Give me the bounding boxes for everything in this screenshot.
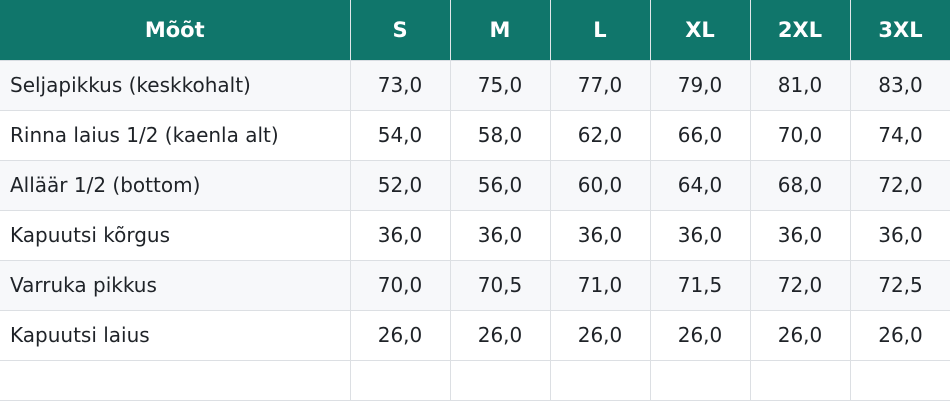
table-cell: 26,0 xyxy=(650,310,751,361)
table-cell: 81,0 xyxy=(750,60,851,111)
table-cell: 77,0 xyxy=(550,60,651,111)
empty-cell xyxy=(450,360,551,401)
table-cell: 79,0 xyxy=(650,60,751,111)
table-row: Alläär 1/2 (bottom) 52,0 56,0 60,0 64,0 … xyxy=(0,160,950,211)
empty-cell xyxy=(850,360,950,401)
table-cell: 56,0 xyxy=(450,160,551,211)
row-label: Rinna laius 1/2 (kaenla alt) xyxy=(0,110,351,161)
empty-cell xyxy=(0,360,351,401)
table-cell: 72,0 xyxy=(850,160,950,211)
header-row: Mõõt S M L XL 2XL 3XL xyxy=(0,0,950,61)
table-cell: 26,0 xyxy=(850,310,950,361)
table-row: Kapuutsi laius 26,0 26,0 26,0 26,0 26,0 … xyxy=(0,310,950,361)
table-cell: 68,0 xyxy=(750,160,851,211)
table-cell: 58,0 xyxy=(450,110,551,161)
table-cell: 36,0 xyxy=(850,210,950,261)
table-cell: 72,0 xyxy=(750,260,851,311)
table-cell: 71,0 xyxy=(550,260,651,311)
table-cell: 36,0 xyxy=(450,210,551,261)
table-cell: 54,0 xyxy=(350,110,451,161)
row-label: Seljapikkus (keskkohalt) xyxy=(0,60,351,111)
empty-cell xyxy=(650,360,751,401)
table-cell: 70,0 xyxy=(750,110,851,161)
table-cell: 74,0 xyxy=(850,110,950,161)
table-cell: 36,0 xyxy=(550,210,651,261)
table-cell: 52,0 xyxy=(350,160,451,211)
table-cell: 62,0 xyxy=(550,110,651,161)
empty-cell xyxy=(350,360,451,401)
table-cell: 75,0 xyxy=(450,60,551,111)
table-row: Kapuutsi kõrgus 36,0 36,0 36,0 36,0 36,0… xyxy=(0,210,950,261)
table-cell: 36,0 xyxy=(750,210,851,261)
table-cell: 36,0 xyxy=(350,210,451,261)
table-cell: 71,5 xyxy=(650,260,751,311)
table-row: Varruka pikkus 70,0 70,5 71,0 71,5 72,0 … xyxy=(0,260,950,311)
empty-row xyxy=(0,360,950,401)
column-header-xl: XL xyxy=(650,0,751,61)
table-row: Seljapikkus (keskkohalt) 73,0 75,0 77,0 … xyxy=(0,60,950,111)
table-cell: 66,0 xyxy=(650,110,751,161)
empty-cell xyxy=(550,360,651,401)
column-header-measurement: Mõõt xyxy=(0,0,351,61)
table-cell: 26,0 xyxy=(750,310,851,361)
column-header-2xl: 2XL xyxy=(750,0,851,61)
table-cell: 26,0 xyxy=(450,310,551,361)
table-cell: 70,0 xyxy=(350,260,451,311)
table-cell: 73,0 xyxy=(350,60,451,111)
column-header-3xl: 3XL xyxy=(850,0,950,61)
table-cell: 60,0 xyxy=(550,160,651,211)
table-row: Rinna laius 1/2 (kaenla alt) 54,0 58,0 6… xyxy=(0,110,950,161)
row-label: Kapuutsi laius xyxy=(0,310,351,361)
row-label: Alläär 1/2 (bottom) xyxy=(0,160,351,211)
table-cell: 36,0 xyxy=(650,210,751,261)
column-header-l: L xyxy=(550,0,651,61)
table-cell: 70,5 xyxy=(450,260,551,311)
column-header-s: S xyxy=(350,0,451,61)
table-cell: 83,0 xyxy=(850,60,950,111)
column-header-m: M xyxy=(450,0,551,61)
row-label: Varruka pikkus xyxy=(0,260,351,311)
empty-cell xyxy=(750,360,851,401)
table-cell: 64,0 xyxy=(650,160,751,211)
table-cell: 26,0 xyxy=(550,310,651,361)
row-label: Kapuutsi kõrgus xyxy=(0,210,351,261)
table-cell: 26,0 xyxy=(350,310,451,361)
table-cell: 72,5 xyxy=(850,260,950,311)
